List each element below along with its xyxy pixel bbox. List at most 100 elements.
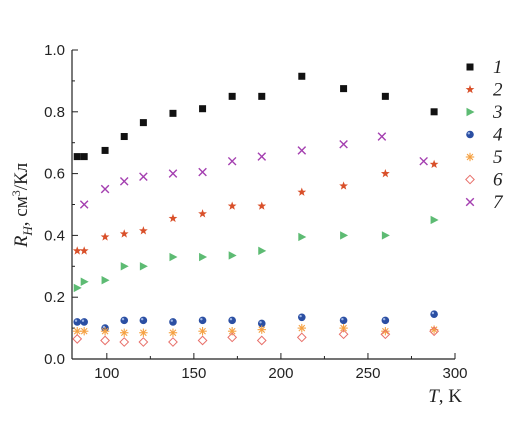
legend-marker bbox=[465, 174, 475, 185]
data-point bbox=[197, 335, 208, 346]
legend-label: 3 bbox=[492, 102, 503, 123]
series-7 bbox=[79, 132, 428, 209]
data-point bbox=[257, 152, 267, 161]
data-point bbox=[100, 335, 110, 346]
data-point bbox=[100, 184, 110, 194]
legend-marker bbox=[465, 197, 475, 207]
data-point bbox=[380, 169, 390, 178]
data-point bbox=[257, 201, 267, 210]
data-point bbox=[101, 276, 110, 285]
data-point bbox=[139, 262, 148, 271]
data-point bbox=[139, 226, 148, 235]
data-point bbox=[138, 337, 149, 347]
legend-marker bbox=[465, 152, 475, 162]
y-tick-label: 1.0 bbox=[44, 42, 65, 59]
data-point bbox=[298, 232, 307, 242]
data-point bbox=[340, 85, 348, 93]
series-1 bbox=[73, 72, 438, 161]
data-point bbox=[257, 319, 266, 328]
data-point bbox=[297, 146, 307, 155]
data-point bbox=[79, 200, 89, 209]
data-point bbox=[101, 146, 109, 154]
legend-marker bbox=[466, 130, 474, 139]
data-point bbox=[100, 326, 110, 336]
x-tick-label: 150 bbox=[181, 365, 206, 382]
data-point bbox=[227, 201, 237, 210]
data-point bbox=[168, 328, 178, 337]
x-tick-label: 250 bbox=[355, 365, 380, 382]
data-point bbox=[139, 316, 148, 325]
data-point bbox=[430, 310, 438, 318]
data-point bbox=[199, 252, 208, 262]
data-point bbox=[80, 153, 88, 161]
data-point bbox=[169, 252, 178, 262]
legend-label: 6 bbox=[493, 170, 503, 191]
y-axis-label: RH, см3/Кл bbox=[9, 162, 35, 248]
data-point bbox=[139, 172, 148, 181]
series-2 bbox=[72, 159, 439, 255]
data-point bbox=[72, 334, 83, 344]
data-points bbox=[72, 72, 440, 347]
data-point bbox=[377, 132, 387, 141]
y-tick-label: 0.4 bbox=[44, 227, 65, 244]
data-point bbox=[430, 108, 438, 116]
data-point bbox=[169, 318, 177, 326]
data-point bbox=[120, 262, 129, 271]
data-point bbox=[381, 316, 390, 325]
data-point bbox=[73, 283, 82, 293]
data-point bbox=[168, 169, 178, 178]
data-point bbox=[198, 316, 207, 325]
data-point bbox=[339, 316, 348, 325]
x-tick-label: 200 bbox=[268, 365, 293, 382]
data-point bbox=[169, 109, 177, 117]
data-point bbox=[419, 156, 428, 166]
data-point bbox=[168, 337, 178, 347]
y-tick-label: 0.8 bbox=[44, 104, 65, 121]
y-axis: 0.0 0.2 0.4 0.6 0.8 1.0 bbox=[44, 42, 78, 368]
data-point bbox=[199, 105, 207, 113]
data-point bbox=[227, 156, 237, 166]
data-point bbox=[228, 92, 236, 100]
legend-marker bbox=[466, 107, 475, 117]
series-5 bbox=[73, 323, 439, 337]
data-point bbox=[297, 323, 306, 333]
data-point bbox=[258, 246, 267, 256]
data-point bbox=[381, 326, 390, 336]
data-point bbox=[296, 332, 307, 343]
data-point bbox=[120, 316, 129, 325]
data-point bbox=[228, 251, 237, 260]
data-point bbox=[227, 332, 238, 343]
data-point bbox=[339, 139, 348, 149]
data-point bbox=[381, 231, 390, 240]
data-point bbox=[139, 328, 148, 337]
data-point bbox=[257, 325, 266, 334]
x-axis-label: T, K bbox=[428, 386, 462, 407]
data-point bbox=[340, 231, 349, 240]
data-point bbox=[100, 232, 110, 241]
x-axis: 100 150 200 250 300 bbox=[94, 353, 468, 382]
legend-label: 2 bbox=[493, 80, 503, 101]
data-point bbox=[338, 329, 349, 340]
data-point bbox=[297, 187, 307, 196]
data-point bbox=[429, 326, 440, 337]
data-point bbox=[228, 316, 236, 325]
data-point bbox=[430, 215, 439, 225]
data-point bbox=[339, 323, 348, 333]
y-tick-label: 0.2 bbox=[44, 289, 65, 306]
data-point bbox=[227, 326, 237, 336]
legend-marker bbox=[466, 63, 474, 71]
data-point bbox=[79, 246, 89, 255]
data-point bbox=[80, 277, 89, 286]
data-point bbox=[298, 72, 306, 80]
legend-label: 4 bbox=[493, 125, 503, 146]
data-point bbox=[80, 318, 88, 326]
legend-marker bbox=[465, 84, 475, 94]
series-3 bbox=[73, 215, 439, 293]
series-6 bbox=[72, 326, 440, 347]
x-tick-label: 300 bbox=[442, 365, 467, 382]
data-point bbox=[119, 229, 129, 238]
data-point bbox=[139, 119, 147, 127]
y-tick-label: 0.6 bbox=[44, 166, 65, 183]
